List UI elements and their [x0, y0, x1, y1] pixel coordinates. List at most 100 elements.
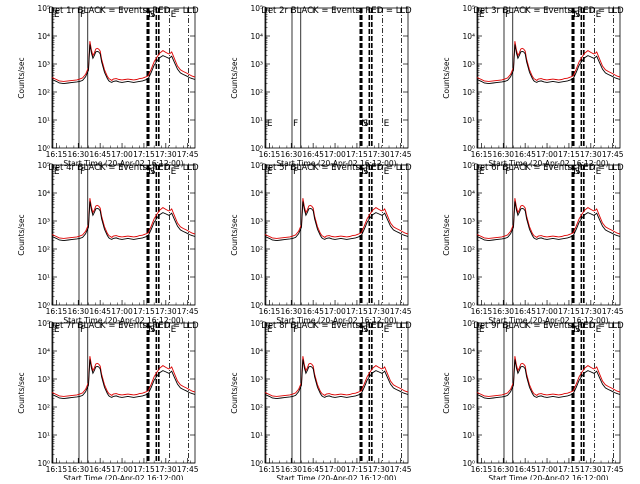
marker-label: S — [575, 325, 581, 335]
x-tick-label: 17:15 — [558, 150, 580, 159]
x-tick-label: 16:15 — [471, 465, 493, 474]
x-tick-label: 17:30 — [155, 307, 177, 316]
y-tick-label: 10⁵ — [462, 319, 475, 328]
x-tick-label: 17:30 — [580, 150, 602, 159]
x-tick-label: 17:00 — [324, 150, 346, 159]
x-tick-label: 16:15 — [259, 465, 281, 474]
x-tick-label: 17:15 — [133, 307, 155, 316]
x-tick-label: 17:00 — [536, 307, 558, 316]
marker-label: E — [384, 167, 390, 177]
y-tick-label: 10¹ — [37, 431, 50, 440]
x-tick-label: 17:45 — [390, 150, 412, 159]
marker-label: S — [363, 119, 369, 129]
y-tick-label: 10⁰ — [250, 459, 263, 468]
marker-label: E — [171, 10, 177, 20]
y-tick-label: 10¹ — [250, 273, 263, 282]
marker-label: F — [80, 325, 85, 335]
x-tick-label: 17:45 — [177, 307, 199, 316]
series-line-events — [476, 359, 621, 400]
x-tick-label: 17:45 — [602, 465, 624, 474]
marker-label: F — [293, 167, 298, 177]
y-tick-label: 10² — [462, 403, 475, 412]
panel-title: Det 7r BLACK = Events, RED = LLD — [48, 321, 199, 331]
x-tick-label: 17:45 — [177, 150, 199, 159]
series-line-lld — [51, 198, 196, 239]
x-tick-label: 17:15 — [558, 307, 580, 316]
plot-frame — [264, 164, 409, 306]
marker-label: S — [363, 325, 369, 335]
y-tick-label: 10⁴ — [250, 347, 263, 356]
y-tick-label: 10³ — [462, 375, 475, 384]
marker-label: E — [267, 325, 273, 335]
y-tick-label: 10³ — [462, 217, 475, 226]
plot-frame — [51, 164, 196, 306]
panel-det-3: Det 3r BLACK = Events, RED = LLD 10⁰ 10¹ 10… — [442, 4, 624, 168]
y-tick-label: 10¹ — [462, 431, 475, 440]
series-line-lld — [264, 198, 409, 239]
x-tick-label: 16:30 — [492, 465, 514, 474]
panel-title: Det 2r BLACK = Events, RED = LLD — [261, 6, 412, 16]
marker-label: F — [293, 325, 298, 335]
y-tick-label: 10⁵ — [37, 319, 50, 328]
y-tick-label: 10⁴ — [250, 32, 263, 41]
y-tick-label: 10² — [37, 245, 50, 254]
marker-label: F — [80, 10, 85, 20]
series-line-events — [264, 359, 409, 400]
series-line-events — [476, 201, 621, 242]
y-tick-label: 10⁵ — [462, 4, 475, 13]
x-tick-label: 16:30 — [280, 465, 302, 474]
y-tick-label: 10⁰ — [462, 144, 475, 153]
y-axis-label: Counts/sec — [442, 372, 451, 413]
y-tick-label: 10² — [250, 403, 263, 412]
y-tick-label: 10³ — [250, 217, 263, 226]
series-line-lld — [476, 198, 621, 239]
marker-label: S — [150, 325, 156, 335]
y-axis-label: Counts/sec — [442, 57, 451, 98]
panel-title: Det 4r BLACK = Events, RED = LLD — [48, 163, 199, 173]
panel-title: Det 3r BLACK = Events, RED = LLD — [473, 6, 624, 16]
panel-det-4: Det 4r BLACK = Events, RED = LLD 10⁰ 10¹ 10… — [17, 161, 199, 325]
y-tick-label: 10⁴ — [37, 347, 50, 356]
marker-label: E — [267, 167, 273, 177]
x-tick-label: 17:15 — [346, 307, 368, 316]
marker-label: S — [150, 10, 156, 20]
marker-label: N — [361, 119, 368, 129]
y-tick-label: 10⁰ — [250, 301, 263, 310]
marker-label: E — [479, 325, 485, 335]
x-tick-label: 17:15 — [133, 150, 155, 159]
x-axis-label: Start Time (20-Apr-02 16:12:00) — [63, 316, 183, 325]
marker-label: E — [384, 325, 390, 335]
y-tick-label: 10⁰ — [37, 144, 50, 153]
marker-label: E — [384, 119, 390, 129]
x-axis-label: Start Time (20-Apr-02 16:12:00) — [488, 159, 608, 168]
marker-label: E — [596, 10, 602, 20]
x-tick-label: 16:30 — [67, 307, 89, 316]
x-tick-label: 17:00 — [111, 465, 133, 474]
x-tick-label: 16:45 — [514, 150, 536, 159]
y-axis-label: Counts/sec — [230, 214, 239, 255]
plot-frame — [476, 322, 621, 464]
y-tick-label: 10¹ — [250, 116, 263, 125]
x-axis-label: Start Time (20-Apr-02 16:12:00) — [276, 474, 396, 480]
x-tick-label: 16:15 — [46, 465, 68, 474]
y-axis-label: Counts/sec — [17, 372, 26, 413]
x-tick-label: 17:15 — [346, 150, 368, 159]
marker-label: S — [363, 167, 369, 177]
x-tick-label: 17:00 — [536, 465, 558, 474]
x-tick-label: 17:45 — [390, 307, 412, 316]
x-tick-label: 16:45 — [89, 150, 111, 159]
y-tick-label: 10¹ — [250, 431, 263, 440]
y-axis-label: Counts/sec — [17, 57, 26, 98]
y-tick-label: 10⁴ — [250, 189, 263, 198]
x-tick-label: 17:30 — [368, 150, 390, 159]
series-line-lld — [51, 356, 196, 397]
x-tick-label: 17:30 — [368, 307, 390, 316]
y-axis-label: Counts/sec — [442, 214, 451, 255]
y-tick-label: 10² — [37, 403, 50, 412]
panel-det-2: Det 2r BLACK = Events, RED = LLD 10⁰ 10¹ 10… — [230, 4, 412, 168]
marker-label: E — [54, 167, 60, 177]
y-tick-label: 10¹ — [462, 116, 475, 125]
plot-frame — [264, 7, 409, 149]
x-tick-label: 17:30 — [155, 465, 177, 474]
panel-title: Det 5r BLACK = Events, RED = LLD — [261, 163, 412, 173]
